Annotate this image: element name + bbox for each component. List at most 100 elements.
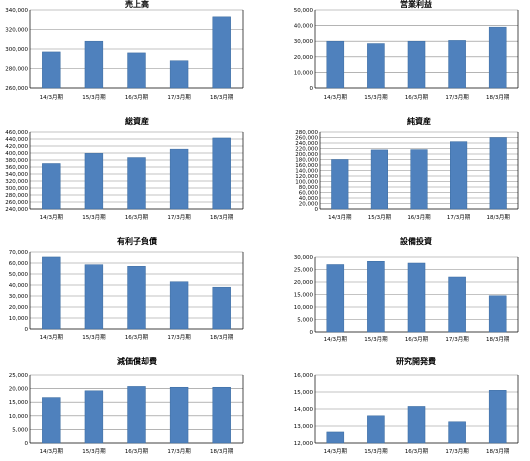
- bar: [407, 262, 426, 333]
- y-tick-label: 240,000: [5, 207, 28, 213]
- bar: [488, 390, 507, 444]
- bar: [212, 286, 231, 330]
- y-tick-label: 200,000: [295, 152, 318, 158]
- y-tick-label: 15,000: [294, 390, 314, 396]
- y-tick-label: 80,000: [299, 185, 319, 191]
- x-tick-label: 16/3月期: [407, 214, 431, 221]
- x-tick-label: 16/3月期: [405, 448, 429, 455]
- bar: [127, 386, 146, 444]
- y-tick-label: 380,000: [5, 158, 28, 164]
- y-tick-label: 0: [310, 330, 314, 336]
- y-tick-label: 340,000: [5, 8, 28, 14]
- x-tick-label: 18/3月期: [210, 448, 234, 455]
- bar: [326, 264, 345, 333]
- bar: [488, 295, 507, 333]
- y-tick-label: 25,000: [9, 373, 29, 379]
- x-tick-label: 15/3月期: [82, 214, 106, 221]
- x-tick-label: 14/3月期: [40, 94, 64, 101]
- x-tick-label: 17/3月期: [167, 214, 191, 221]
- x-tick-label: 18/3月期: [487, 214, 511, 221]
- y-tick-label: 25,000: [294, 268, 314, 274]
- y-tick-label: 220,000: [295, 147, 318, 153]
- y-tick-label: 160,000: [295, 163, 318, 169]
- chart-title: 営業利益: [400, 0, 432, 9]
- x-tick-label: 14/3月期: [324, 336, 348, 343]
- y-tick-label: 260,000: [5, 86, 28, 92]
- x-tick-label: 14/3月期: [328, 214, 352, 221]
- y-tick-label: 50,000: [294, 8, 314, 14]
- y-tick-label: 30,000: [294, 255, 314, 261]
- x-tick-label: 16/3月期: [405, 336, 429, 343]
- y-tick-label: 15,000: [294, 293, 314, 299]
- bar: [42, 51, 61, 89]
- bar: [410, 149, 428, 210]
- x-tick-label: 15/3月期: [368, 214, 392, 221]
- bar: [448, 421, 466, 444]
- y-tick-label: 20,000: [294, 55, 314, 61]
- y-tick-label: 280,000: [5, 67, 28, 73]
- bar: [488, 26, 507, 89]
- x-tick-label: 18/3月期: [210, 94, 234, 101]
- chart-title: 研究開発費: [396, 356, 436, 366]
- y-tick-label: 280,000: [5, 193, 28, 199]
- bar: [326, 431, 345, 444]
- bar: [367, 415, 385, 444]
- y-tick-label: 20,000: [9, 305, 29, 311]
- bar: [367, 43, 385, 89]
- y-tick-label: 10,000: [294, 305, 314, 311]
- y-tick-label: 420,000: [5, 144, 28, 150]
- bar: [489, 137, 507, 210]
- bar: [448, 40, 466, 89]
- x-tick-label: 18/3月期: [486, 336, 510, 343]
- bar: [450, 141, 468, 210]
- y-tick-label: 120,000: [295, 174, 318, 180]
- y-tick-label: 0: [310, 86, 314, 92]
- y-tick-label: 340,000: [5, 172, 28, 178]
- chart-title: 純資産: [407, 116, 431, 126]
- y-tick-label: 320,000: [5, 179, 28, 185]
- y-tick-label: 460,000: [5, 130, 28, 136]
- bar: [127, 157, 146, 210]
- x-tick-label: 16/3月期: [405, 94, 429, 101]
- y-tick-label: 20,000: [299, 202, 319, 208]
- y-tick-label: 0: [315, 207, 319, 213]
- chart-net-assets-svg: 純資産280,000260,000240,000220,000200,00018…: [295, 116, 519, 221]
- x-tick-label: 15/3月期: [82, 448, 106, 455]
- y-tick-label: 10,000: [294, 70, 314, 76]
- y-tick-label: 30,000: [294, 39, 314, 45]
- bar: [169, 386, 189, 444]
- bar: [169, 148, 189, 210]
- bar: [84, 40, 104, 89]
- x-tick-label: 17/3月期: [445, 336, 469, 343]
- chart-interest-bearing-debt-svg: 有利子負債 70,000 60,000 50,000 40,000 30,000 20,00…: [9, 236, 244, 341]
- x-tick-label: 14/3月期: [40, 214, 64, 221]
- y-tick-label: 260,000: [5, 200, 28, 206]
- y-tick-label: 140,000: [295, 169, 318, 175]
- chart-rnd-expenses-svg: 研究開発費 16,000 15,000 14,000 13,000 12,000 14/3月…: [294, 356, 519, 455]
- x-tick-label: 17/3月期: [447, 214, 471, 221]
- y-tick-label: 60,000: [299, 191, 319, 197]
- x-tick-label: 15/3月期: [82, 94, 106, 101]
- bar: [212, 16, 231, 89]
- bar: [84, 153, 104, 210]
- y-tick-label: 20,000: [294, 280, 314, 286]
- y-tick-label: 100,000: [295, 180, 318, 186]
- x-tick-label: 17/3月期: [167, 448, 191, 455]
- bar: [169, 60, 189, 89]
- x-tick-label: 14/3月期: [40, 334, 64, 341]
- chart-title: 有利子負債: [117, 236, 157, 246]
- chart-operating-profit-svg: 営業利益 50,000 40,000 30,000 20,000 10,000 0 14/3月…: [294, 0, 519, 101]
- y-tick-label: 10,000: [9, 316, 29, 322]
- y-tick-label: 300,000: [5, 186, 28, 192]
- y-tick-label: 5,000: [297, 318, 313, 324]
- bar: [370, 149, 388, 210]
- x-tick-label: 16/3月期: [125, 94, 149, 101]
- x-tick-label: 14/3月期: [324, 448, 348, 455]
- y-tick-label: 320,000: [5, 28, 28, 34]
- bar: [212, 137, 231, 210]
- y-tick-label: 0: [25, 441, 29, 447]
- x-tick-label: 14/3月期: [324, 94, 348, 101]
- y-tick-label: 12,000: [294, 441, 314, 447]
- y-tick-label: 440,000: [5, 137, 28, 143]
- bar: [42, 163, 61, 210]
